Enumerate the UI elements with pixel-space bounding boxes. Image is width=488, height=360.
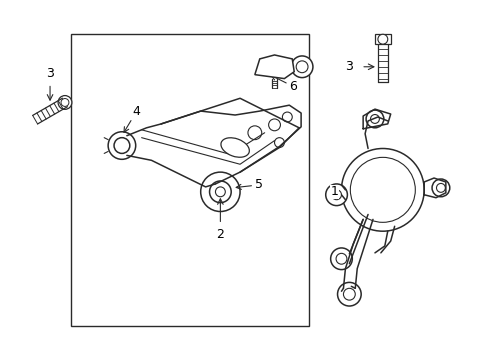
- Text: 6: 6: [271, 76, 297, 93]
- Circle shape: [431, 179, 449, 197]
- Text: 1: 1: [330, 185, 338, 198]
- Circle shape: [108, 132, 136, 159]
- Text: 5: 5: [236, 179, 263, 192]
- Text: 3: 3: [46, 67, 54, 80]
- Circle shape: [291, 56, 312, 78]
- Bar: [71, 34, 308, 326]
- Circle shape: [341, 148, 423, 231]
- Circle shape: [58, 95, 72, 109]
- Text: 4: 4: [124, 105, 141, 132]
- Circle shape: [274, 138, 284, 148]
- Circle shape: [268, 119, 280, 131]
- Text: 2: 2: [216, 228, 224, 240]
- Circle shape: [325, 184, 346, 206]
- Circle shape: [366, 110, 383, 128]
- Circle shape: [331, 190, 341, 200]
- Circle shape: [436, 184, 445, 192]
- Circle shape: [343, 288, 355, 300]
- Circle shape: [61, 99, 69, 107]
- Circle shape: [335, 253, 346, 264]
- Circle shape: [114, 138, 129, 153]
- Circle shape: [247, 126, 261, 140]
- Circle shape: [209, 181, 231, 203]
- Circle shape: [349, 157, 414, 222]
- Circle shape: [282, 112, 292, 122]
- Circle shape: [200, 172, 240, 212]
- Circle shape: [215, 187, 225, 197]
- Text: 3: 3: [345, 60, 352, 73]
- Ellipse shape: [221, 138, 249, 157]
- Circle shape: [377, 34, 387, 44]
- Circle shape: [337, 282, 361, 306]
- Polygon shape: [254, 55, 294, 78]
- Circle shape: [296, 61, 307, 73]
- Bar: [374, 34, 390, 44]
- Circle shape: [370, 114, 379, 123]
- Circle shape: [330, 248, 351, 270]
